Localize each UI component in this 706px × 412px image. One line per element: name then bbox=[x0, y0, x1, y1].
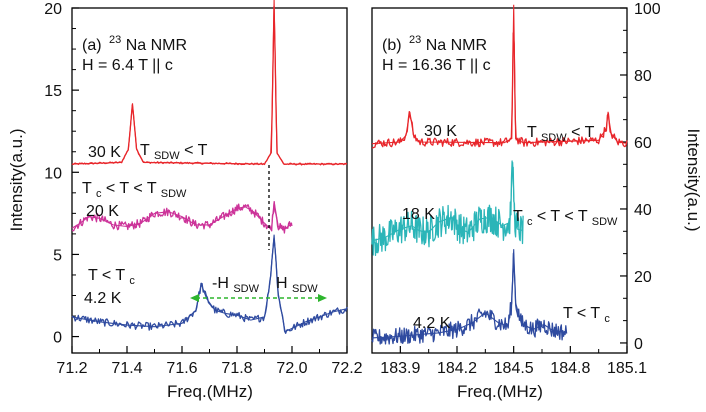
panel-b-field: H = 16.36 T || c bbox=[382, 57, 491, 74]
panel-a-regime-high: T SDW < T bbox=[140, 142, 208, 163]
panel-a: 71.2 71.4 71.6 71.8 72.0 72.2 0 5 10 15 20 Intens… bbox=[7, 0, 363, 401]
panel-a-4k-label: 4.2 K bbox=[84, 290, 122, 307]
panel-a-y-tick-labels: 0 5 10 15 20 bbox=[44, 1, 62, 347]
panel-a-title: (a) 23 Na NMR bbox=[82, 30, 187, 54]
a-y-tick-label: 0 bbox=[53, 330, 62, 347]
b-y-tick-label: 20 bbox=[634, 269, 652, 286]
b-y-tick-label: 60 bbox=[634, 135, 652, 152]
panel-a-30k-label: 30 K bbox=[88, 144, 121, 161]
panel-a-regime-mid-pre-sub: c bbox=[96, 188, 102, 200]
b-x-tick-label: 185.1 bbox=[607, 360, 647, 377]
a-y-tick-label: 5 bbox=[53, 247, 62, 264]
panel-a-hsdw-arrow-right-head bbox=[318, 294, 327, 302]
panel-b-ticks bbox=[399, 7, 628, 353]
panel-b-x-tick-labels: 183.9 184.2 184.5 184.8 185.1 bbox=[380, 360, 647, 377]
panel-a-regime-high-t: T bbox=[140, 142, 150, 159]
panel-a-regime-mid-pre: T bbox=[82, 180, 92, 197]
panel-b-regime-mid: T c < T < T SDW bbox=[513, 208, 618, 229]
b-series-peaks-30k bbox=[371, 4, 628, 145]
panel-a-20k-label: 20 K bbox=[86, 203, 119, 220]
panel-b-series bbox=[371, 4, 628, 345]
panel-b-y-tick-labels: 0 20 40 60 80 100 bbox=[634, 1, 661, 353]
a-x-tick-label: 71.8 bbox=[221, 360, 252, 377]
panel-b-isotope: 23 bbox=[409, 34, 421, 46]
panel-b-regime-high: T SDW < T bbox=[527, 124, 595, 145]
panel-b-18k-label: 18 K bbox=[402, 206, 435, 223]
b-y-tick-label: 100 bbox=[634, 1, 661, 18]
panel-a-neg-hsdw: -H SDW bbox=[212, 275, 260, 295]
panel-b-regime-mid-post-sub: SDW bbox=[592, 216, 618, 228]
panel-a-y-axis-title: Intensity(a.u.) bbox=[7, 129, 26, 232]
a-x-tick-label: 71.2 bbox=[56, 360, 87, 377]
b-series-peaks-4.2k bbox=[371, 249, 567, 339]
panel-b-title: (b) 23 Na NMR bbox=[382, 30, 487, 54]
panel-a-regime-mid-mid: < T < T bbox=[106, 180, 157, 197]
a-x-tick-label: 71.4 bbox=[111, 360, 142, 377]
b-series-4.2k bbox=[371, 252, 568, 345]
a-series-peaks-30k bbox=[71, 0, 347, 165]
panel-a-regime-mid-post-sub: SDW bbox=[161, 188, 187, 200]
panel-a-hsdw-arrow-left-head bbox=[190, 294, 199, 302]
b-series-peaks-18k bbox=[371, 162, 524, 242]
panel-b-regime-mid-pre-sub: c bbox=[527, 216, 533, 228]
a-y-tick-label: 10 bbox=[44, 165, 62, 182]
panel-a-regime-low-sub: c bbox=[129, 275, 135, 287]
a-y-tick-label: 15 bbox=[44, 83, 62, 100]
panel-a-label: (a) bbox=[82, 37, 102, 54]
b-x-tick-label: 184.2 bbox=[437, 360, 477, 377]
panel-a-series bbox=[71, 0, 348, 334]
panel-a-x-axis-title: Freq.(MHz) bbox=[167, 382, 253, 401]
panel-a-pos-hsdw-sub: SDW bbox=[292, 283, 318, 295]
a-x-tick-label: 71.6 bbox=[166, 360, 197, 377]
panel-a-neg-hsdw-main: -H bbox=[212, 275, 229, 292]
panel-b-regime-high-t: T bbox=[527, 124, 537, 141]
a-x-tick-label: 72.0 bbox=[276, 360, 307, 377]
panel-a-x-tick-labels: 71.2 71.4 71.6 71.8 72.0 72.2 bbox=[56, 360, 362, 377]
panel-b-regime-low-t: T < T bbox=[563, 305, 600, 322]
panel-b-regime-high-rest: < T bbox=[571, 124, 595, 141]
panel-b-label: (b) bbox=[382, 37, 402, 54]
a-series-30k bbox=[71, 5, 348, 166]
panel-b-regime-mid-pre: T bbox=[513, 208, 523, 225]
panel-a-regime-high-rest: < T bbox=[184, 142, 208, 159]
panel-b-4k-label: 4.2 K bbox=[413, 315, 451, 332]
b-y-tick-label: 80 bbox=[634, 68, 652, 85]
b-x-tick-label: 184.5 bbox=[494, 360, 534, 377]
panel-b-x-axis-title: Freq.(MHz) bbox=[457, 382, 543, 401]
panel-a-hsdw-arrow bbox=[190, 294, 327, 302]
panel-a-pos-hsdw: H SDW bbox=[276, 275, 318, 295]
b-y-tick-label: 40 bbox=[634, 202, 652, 219]
panel-a-regime-low: T < T c bbox=[88, 267, 135, 287]
panel-b-y-axis-title: Intensity(a.u.) bbox=[684, 129, 703, 232]
panel-a-regime-high-sub: SDW bbox=[154, 150, 180, 162]
panel-a-field: H = 6.4 T || c bbox=[82, 57, 173, 74]
panel-a-regime-low-t: T < T bbox=[88, 267, 125, 284]
panel-b-regime-high-sub: SDW bbox=[541, 132, 567, 144]
panel-b-regime-mid-mid: < T < T bbox=[537, 208, 588, 225]
panel-b-title-text: Na NMR bbox=[426, 37, 487, 54]
b-series-18k bbox=[371, 160, 524, 256]
a-series-peaks-4.2k bbox=[71, 234, 348, 333]
a-series-peaks-20k bbox=[71, 201, 293, 231]
panel-b-regime-low-sub: c bbox=[604, 313, 610, 325]
a-x-tick-label: 72.2 bbox=[331, 360, 362, 377]
a-y-tick-label: 20 bbox=[44, 1, 62, 18]
panel-a-title-text: Na NMR bbox=[126, 37, 187, 54]
b-x-tick-label: 183.9 bbox=[380, 360, 420, 377]
b-y-tick-label: 0 bbox=[634, 336, 643, 353]
a-series-4.2k bbox=[71, 237, 348, 334]
panel-a-regime-mid: T c < T < T SDW bbox=[82, 180, 187, 201]
b-x-tick-label: 184.8 bbox=[550, 360, 590, 377]
panel-a-pos-hsdw-main: H bbox=[276, 275, 288, 292]
panel-a-isotope: 23 bbox=[109, 34, 121, 46]
panel-b-frame bbox=[371, 7, 628, 354]
panel-b-30k-label: 30 K bbox=[424, 123, 457, 140]
panel-b-regime-low: T < T c bbox=[563, 305, 610, 325]
panel-b: 183.9 184.2 184.5 184.8 185.1 0 20 40 60 80 100 I… bbox=[371, 1, 703, 401]
panel-a-neg-hsdw-sub: SDW bbox=[233, 283, 259, 295]
